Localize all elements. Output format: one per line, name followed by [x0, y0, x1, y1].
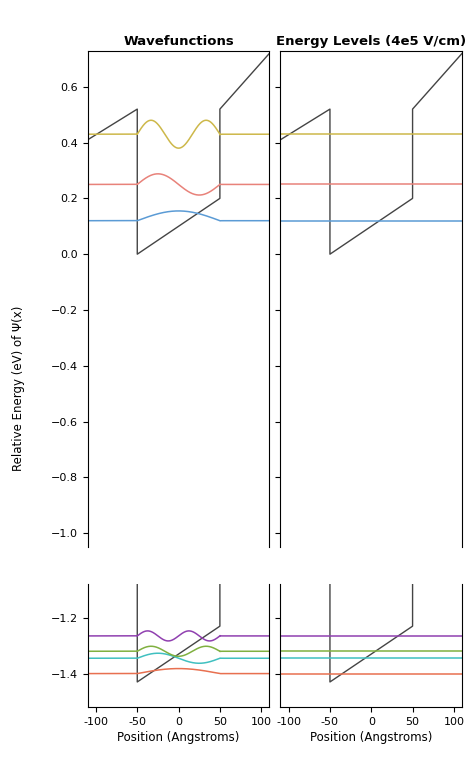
X-axis label: Position (Angstroms): Position (Angstroms): [118, 731, 240, 744]
X-axis label: Position (Angstroms): Position (Angstroms): [310, 731, 432, 744]
Title: Wavefunctions: Wavefunctions: [123, 35, 234, 48]
Title: Energy Levels (4e5 V/cm): Energy Levels (4e5 V/cm): [276, 35, 466, 48]
Text: Relative Energy (eV) of Ψ(x): Relative Energy (eV) of Ψ(x): [12, 306, 26, 471]
